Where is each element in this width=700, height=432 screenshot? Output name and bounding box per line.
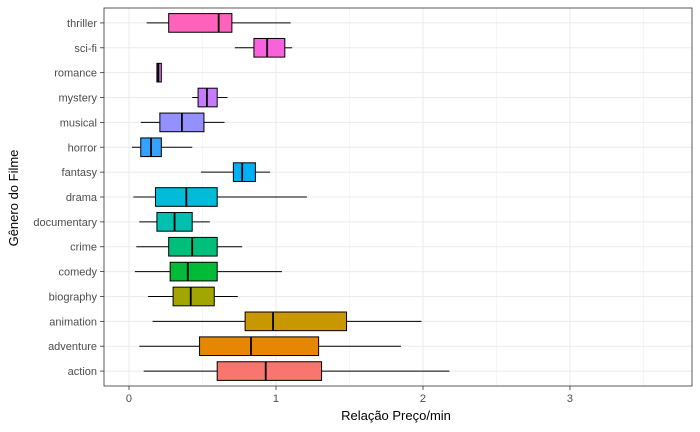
box-adventure — [139, 336, 401, 357]
box-iqr — [172, 286, 215, 307]
y-tick-label: drama — [66, 192, 98, 204]
box-fantasy — [201, 162, 271, 182]
x-axis-ticks: 0 1 2 3 — [126, 386, 573, 405]
y-tick-label: animation — [49, 316, 97, 328]
y-tick-label: biography — [49, 291, 98, 303]
y-tick-label: romance — [54, 68, 97, 80]
y-tick-label: crime — [70, 242, 97, 254]
box-iqr — [199, 336, 320, 357]
y-tick-label: adventure — [48, 341, 97, 353]
boxes — [131, 13, 450, 381]
y-tick-label: comedy — [58, 267, 97, 279]
y-tick-label: sci-fi — [74, 43, 97, 55]
y-tick-label: action — [68, 366, 97, 378]
box-iqr — [253, 37, 286, 58]
box-animation — [152, 311, 422, 332]
y-tick-label: documentary — [33, 217, 97, 229]
box-iqr — [168, 13, 233, 33]
box-iqr — [216, 361, 323, 381]
box-iqr — [244, 311, 348, 332]
x-axis-title: Relação Preço/min — [341, 408, 451, 423]
box-drama — [133, 187, 307, 207]
y-axis-ticks: action adventure animation biography comedy c… — [33, 18, 104, 378]
box-mystery — [192, 87, 228, 108]
box-romance — [156, 62, 162, 83]
y-axis-title: Gênero do Filme — [6, 150, 21, 247]
box-horror — [131, 137, 193, 158]
y-tick-label: horror — [68, 142, 98, 154]
box-documentary — [139, 212, 210, 232]
box-biography — [148, 286, 238, 307]
y-tick-label: fantasy — [62, 167, 98, 179]
y-tick-label: thriller — [67, 18, 97, 30]
x-tick-label: 1 — [273, 393, 279, 405]
x-tick-label: 0 — [126, 393, 132, 405]
x-tick-label: 3 — [567, 393, 573, 405]
box-iqr — [232, 162, 256, 182]
box-sci-fi — [234, 37, 293, 58]
y-tick-label: musical — [60, 117, 97, 129]
box-iqr — [169, 261, 218, 282]
box-comedy — [134, 261, 282, 282]
box-action — [143, 361, 450, 381]
y-tick-label: mystery — [59, 93, 98, 105]
x-tick-label: 2 — [420, 393, 426, 405]
box-thriller — [146, 13, 291, 33]
box-musical — [140, 112, 225, 133]
box-crime — [136, 236, 243, 257]
